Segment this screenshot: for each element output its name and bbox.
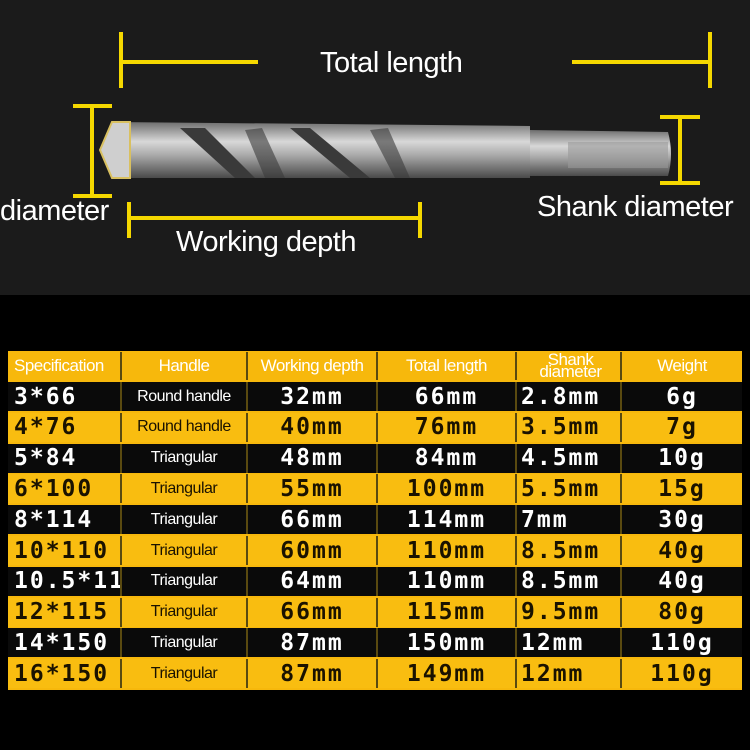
total-length-label: Total length (320, 47, 463, 79)
cell-weight: 40g (622, 536, 742, 565)
table-row: 5*84 Triangular 48mm 84mm 4.5mm 10g (8, 443, 742, 473)
table-row: 14*150 Triangular 87mm 150mm 12mm 110g (8, 628, 742, 658)
cell-working-depth: 87mm (248, 659, 378, 689)
cell-shank-diameter: 8.5mm (517, 566, 622, 596)
table-row: 8*114 Triangular 66mm 114mm 7mm 30g (8, 505, 742, 535)
cell-shank-diameter: 8.5mm (517, 536, 622, 565)
cell-weight: 30g (622, 505, 742, 535)
diameter-line (90, 104, 94, 198)
cell-weight: 6g (622, 382, 742, 411)
cell-spec: 8*114 (8, 505, 122, 535)
cell-working-depth: 64mm (248, 566, 378, 596)
product-diagram: Total length diameter Working depth Shan… (0, 0, 750, 295)
table-row: 10*110 Triangular 60mm 110mm 8.5mm 40g (8, 536, 742, 565)
working-depth-right-tick (418, 202, 422, 238)
cell-spec: 10*110 (8, 536, 122, 565)
cell-shank-diameter: 5.5mm (517, 474, 622, 504)
cell-handle: Round handle (122, 412, 248, 442)
cell-spec: 6*100 (8, 474, 122, 504)
cell-shank-diameter: 9.5mm (517, 597, 622, 627)
cell-handle: Triangular (122, 628, 248, 658)
cell-spec: 3*66 (8, 382, 122, 411)
total-length-right-tick (708, 32, 712, 88)
cell-shank-diameter: 12mm (517, 659, 622, 689)
total-length-right-line (572, 60, 710, 64)
total-length-left-line (119, 60, 258, 64)
cell-working-depth: 40mm (248, 412, 378, 442)
table-row: 6*100 Triangular 55mm 100mm 5.5mm 15g (8, 474, 742, 504)
cell-total-length: 114mm (378, 505, 517, 535)
spec-table: Specification Handle Working depth Total… (8, 351, 742, 690)
cell-handle: Triangular (122, 659, 248, 689)
cell-total-length: 115mm (378, 597, 517, 627)
cell-shank-diameter: 2.8mm (517, 382, 622, 411)
shank-line (678, 115, 682, 185)
cell-handle: Triangular (122, 443, 248, 473)
cell-handle: Triangular (122, 566, 248, 596)
cell-handle: Round handle (122, 382, 248, 411)
cell-handle: Triangular (122, 597, 248, 627)
table-header: Specification Handle Working depth Total… (8, 352, 742, 380)
header-working-depth: Working depth (248, 352, 378, 380)
cell-spec: 14*150 (8, 628, 122, 658)
cell-weight: 40g (622, 566, 742, 596)
cell-total-length: 100mm (378, 474, 517, 504)
shank-diameter-label: Shank diameter (537, 191, 734, 223)
cell-working-depth: 66mm (248, 505, 378, 535)
header-weight: Weight (657, 356, 707, 375)
cell-weight: 110g (622, 659, 742, 689)
cell-spec: 10.5*110 (8, 566, 122, 596)
cell-total-length: 110mm (378, 566, 517, 596)
cell-working-depth: 32mm (248, 382, 378, 411)
cell-shank-diameter: 4.5mm (517, 443, 622, 473)
cell-shank-diameter: 12mm (517, 628, 622, 658)
cell-spec: 4*76 (8, 412, 122, 442)
shank-bottom-cap (660, 181, 700, 185)
drill-bit-image (98, 121, 671, 179)
cell-spec: 5*84 (8, 443, 122, 473)
cell-working-depth: 87mm (248, 628, 378, 658)
table-row: 4*76 Round handle 40mm 76mm 3.5mm 7g (8, 412, 742, 442)
header-shank-diameter: Shank diameter (517, 352, 622, 380)
diameter-label: diameter (0, 195, 109, 227)
cell-handle: Triangular (122, 474, 248, 504)
cell-working-depth: 66mm (248, 597, 378, 627)
header-total-length: Total length (378, 352, 517, 380)
cell-weight: 10g (622, 443, 742, 473)
working-depth-line (127, 216, 421, 220)
cell-spec: 12*115 (8, 597, 122, 627)
cell-total-length: 66mm (378, 382, 517, 411)
cell-shank-diameter: 3.5mm (517, 412, 622, 442)
header-handle: Handle (122, 352, 248, 380)
cell-weight: 110g (622, 628, 742, 658)
cell-total-length: 149mm (378, 659, 517, 689)
cell-spec: 16*150 (8, 659, 122, 689)
diameter-bottom-cap (73, 194, 112, 198)
cell-handle: Triangular (122, 505, 248, 535)
cell-total-length: 110mm (378, 536, 517, 565)
working-depth-label: Working depth (176, 226, 356, 258)
cell-working-depth: 55mm (248, 474, 378, 504)
working-depth-left-tick (127, 202, 131, 238)
cell-total-length: 76mm (378, 412, 517, 442)
header-specification: Specification (8, 352, 122, 380)
cell-weight: 7g (622, 412, 742, 442)
table-row: 16*150 Triangular 87mm 149mm 12mm 110g (8, 659, 742, 689)
cell-working-depth: 48mm (248, 443, 378, 473)
cell-shank-diameter: 7mm (517, 505, 622, 535)
cell-handle: Triangular (122, 536, 248, 565)
cell-weight: 80g (622, 597, 742, 627)
cell-working-depth: 60mm (248, 536, 378, 565)
cell-total-length: 150mm (378, 628, 517, 658)
cell-total-length: 84mm (378, 443, 517, 473)
table-row: 3*66 Round handle 32mm 66mm 2.8mm 6g (8, 382, 742, 411)
table-row: 12*115 Triangular 66mm 115mm 9.5mm 80g (8, 597, 742, 627)
cell-weight: 15g (622, 474, 742, 504)
